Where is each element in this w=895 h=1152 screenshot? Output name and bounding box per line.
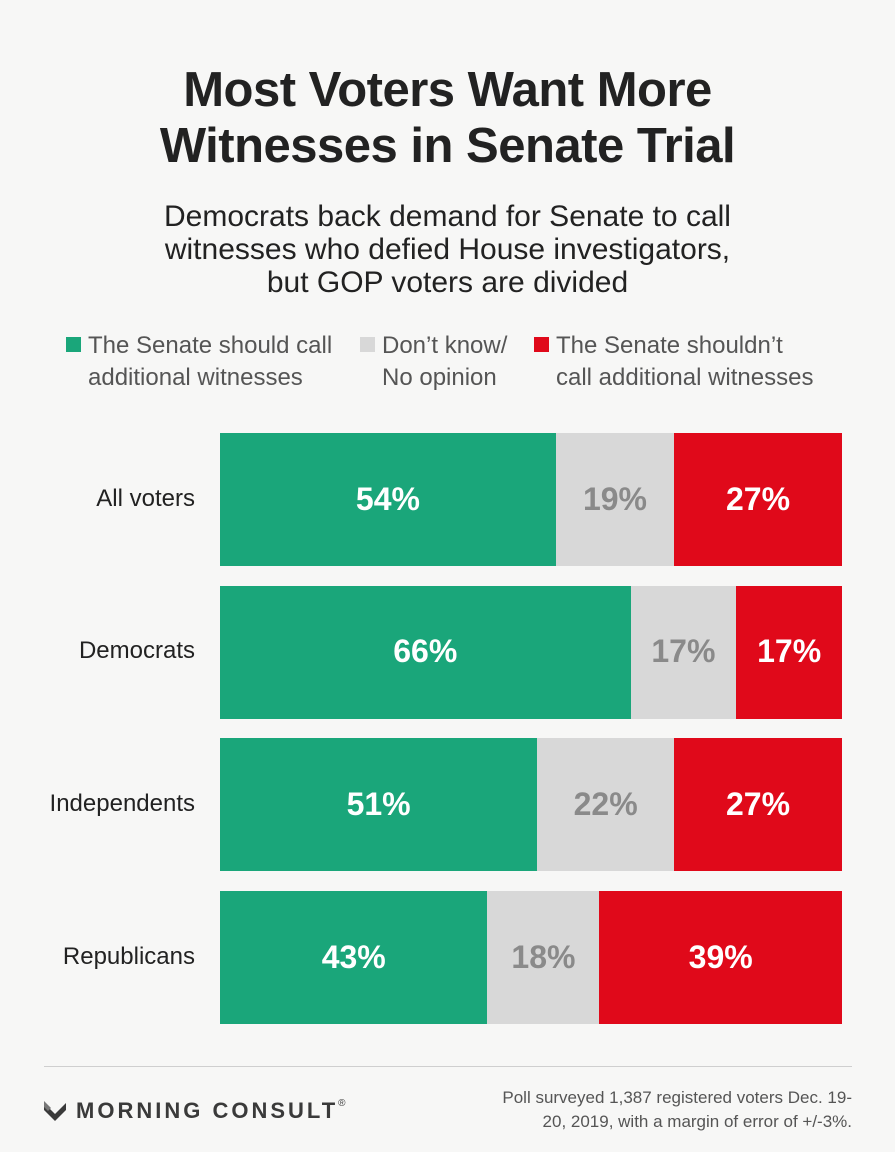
- title-line-1: Most Voters Want More: [183, 63, 712, 117]
- data-label-republicans-dont-know: 18%: [511, 938, 576, 975]
- data-label-democrats-shouldnt: 17%: [757, 633, 822, 670]
- brand-registered-mark: ®: [338, 1098, 346, 1109]
- legend-swatch-call: [66, 337, 81, 352]
- bar-all-voters-shouldnt: [674, 433, 843, 566]
- brand-logo: MORNING CONSULT ®: [44, 1096, 346, 1126]
- data-label-independents-dont-know: 22%: [573, 785, 638, 822]
- legend-label-dont-know-line-2: No opinion: [382, 364, 497, 391]
- title-line-2: Witnesses in Senate Trial: [159, 119, 736, 173]
- bar-democrats-shouldnt: [736, 585, 843, 719]
- row-label-democrats: Democrats: [78, 637, 195, 665]
- bar-republicans-call: [220, 891, 488, 1025]
- bar-independents-shouldnt: [674, 738, 843, 872]
- data-label-democrats-dont-know: 17%: [651, 633, 716, 670]
- chart-subtitle: Democrats back demand for Senate to call…: [0, 200, 895, 299]
- legend-item-call: The Senate should call additional witnes…: [88, 330, 332, 394]
- legend-label-call-line-2: additional witnesses: [88, 364, 303, 391]
- data-label-all-voters-shouldnt: 27%: [725, 480, 791, 517]
- data-label-republicans-call: 43%: [321, 938, 386, 975]
- legend-label-call-line-1: The Senate should call: [88, 332, 333, 359]
- data-label-independents-shouldnt: 27%: [725, 785, 791, 822]
- data-label-all-voters-call: 54%: [355, 480, 420, 517]
- bar-democrats-call: [220, 585, 632, 719]
- row-label-independents: Independents: [49, 789, 195, 817]
- bar-democrats-dont-know: [630, 585, 737, 719]
- data-label-republicans-shouldnt: 39%: [688, 938, 753, 975]
- legend-item-shouldnt: The Senate shouldn’t call additional wit…: [556, 330, 813, 394]
- row-label-republicans: Republicans: [62, 942, 195, 970]
- subtitle-line-1: Democrats back demand for Senate to call: [164, 200, 731, 233]
- bar-independents-dont-know: [537, 738, 675, 872]
- bar-all-voters-dont-know: [555, 433, 675, 566]
- legend-swatch-shouldnt: [534, 337, 549, 352]
- legend-label-dont-know-line-1: Don’t know/: [382, 332, 508, 359]
- subtitle-line-3: but GOP voters are divided: [266, 266, 629, 299]
- legend-item-dont-know: Don’t know/ No opinion: [382, 330, 507, 394]
- bar-independents-call: [220, 738, 538, 872]
- chart-title: Most Voters Want More Witnesses in Senat…: [0, 62, 895, 174]
- legend-label-shouldnt-line-1: The Senate shouldn’t: [556, 332, 783, 359]
- footnote: Poll surveyed 1,387 registered voters De…: [460, 1086, 852, 1134]
- footnote-line-1: Poll surveyed 1,387 registered voters De…: [502, 1088, 852, 1107]
- bar-republicans-dont-know: [487, 891, 600, 1025]
- data-label-democrats-call: 66%: [393, 633, 458, 670]
- bar-republicans-shouldnt: [599, 891, 843, 1025]
- footnote-line-2: 20, 2019, with a margin of error of +/-3…: [542, 1112, 852, 1131]
- subtitle-line-2: witnesses who defied House investigators…: [164, 233, 731, 266]
- data-label-independents-call: 51%: [346, 785, 411, 822]
- legend-swatch-dont-know: [360, 337, 375, 352]
- footer-divider: [44, 1066, 852, 1067]
- bar-all-voters-call: [220, 433, 557, 566]
- row-label-all-voters: All voters: [96, 484, 195, 512]
- morning-consult-mark-icon: [44, 1101, 66, 1121]
- brand-name: MORNING CONSULT: [76, 1098, 339, 1123]
- data-label-all-voters-dont-know: 19%: [582, 480, 647, 517]
- legend-label-shouldnt-line-2: call additional witnesses: [556, 364, 814, 391]
